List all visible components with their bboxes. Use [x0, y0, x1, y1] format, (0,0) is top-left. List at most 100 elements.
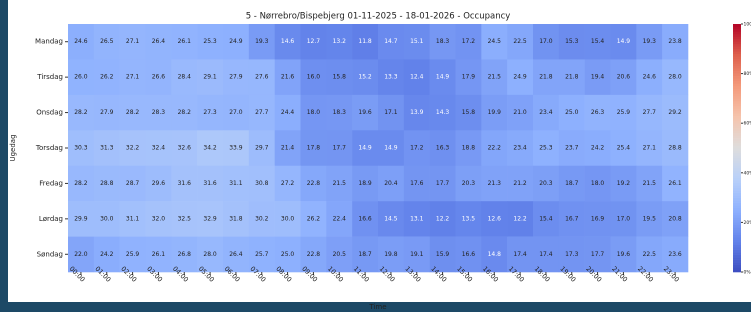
- colorbar-segment: [733, 255, 741, 258]
- cell-label: 28.2: [126, 109, 140, 116]
- cell-label: 27.0: [229, 109, 243, 116]
- colorbar-segment: [733, 237, 741, 240]
- cell-label: 14.9: [436, 74, 450, 81]
- cell-label: 19.3: [255, 38, 269, 45]
- cell-label: 32.0: [152, 215, 166, 222]
- colorbar-segment: [733, 190, 741, 193]
- colorbar-segment: [733, 250, 741, 253]
- colorbar-segment: [733, 103, 741, 106]
- cell-label: 30.3: [74, 145, 88, 152]
- colorbar-tick-label: 60%: [744, 121, 751, 127]
- colorbar-segment: [733, 227, 741, 230]
- colorbar-segment: [733, 198, 741, 201]
- cell-label: 25.9: [617, 109, 631, 116]
- cell-label: 30.0: [100, 215, 114, 222]
- colorbar-segment: [733, 128, 741, 131]
- colorbar-segment: [733, 188, 741, 191]
- colorbar-segment: [733, 51, 741, 54]
- cell-label: 19.3: [643, 38, 657, 45]
- colorbar-segment: [733, 26, 741, 29]
- colorbar-segment: [733, 193, 741, 196]
- cell-label: 23.4: [513, 145, 527, 152]
- x-axis-label: Time: [368, 303, 386, 311]
- cell-label: 14.9: [358, 145, 372, 152]
- colorbar-segment: [733, 41, 741, 44]
- colorbar-segment: [733, 108, 741, 111]
- colorbar-segment: [733, 98, 741, 101]
- colorbar-segment: [733, 242, 741, 245]
- cell-label: 12.7: [307, 38, 321, 45]
- colorbar-segment: [733, 230, 741, 233]
- colorbar-tick-label: 0%: [744, 270, 751, 276]
- colorbar-segment: [733, 195, 741, 198]
- cell-label: 17.7: [333, 145, 347, 152]
- cell-label: 30.2: [255, 215, 269, 222]
- cell-label: 25.0: [281, 251, 295, 258]
- cell-label: 24.6: [74, 38, 88, 45]
- colorbar-segment: [733, 260, 741, 263]
- cell-label: 28.0: [203, 251, 217, 258]
- cell-label: 16.7: [565, 215, 579, 222]
- cell-label: 29.7: [255, 145, 269, 152]
- cell-label: 26.1: [178, 38, 192, 45]
- colorbar-segment: [733, 64, 741, 67]
- cell-label: 17.6: [410, 180, 424, 187]
- cell-label: 14.3: [436, 109, 450, 116]
- colorbar-segment: [733, 203, 741, 206]
- colorbar-segment: [733, 158, 741, 161]
- cell-label: 28.2: [74, 109, 88, 116]
- cell-label: 13.5: [462, 215, 476, 222]
- colorbar-segment: [733, 88, 741, 91]
- colorbar-segment: [733, 131, 741, 134]
- cell-label: 17.4: [513, 251, 527, 258]
- y-tick-label: Fredag: [39, 179, 63, 187]
- cell-label: 21.6: [281, 74, 295, 81]
- cell-label: 17.1: [384, 109, 398, 116]
- cell-label: 19.9: [488, 109, 502, 116]
- cell-label: 15.1: [410, 38, 424, 45]
- cell-label: 20.4: [384, 180, 398, 187]
- colorbar-segment: [733, 116, 741, 119]
- colorbar-tick-label: 80%: [744, 71, 751, 77]
- colorbar-segment: [733, 183, 741, 186]
- colorbar-segment: [733, 170, 741, 173]
- colorbar-segment: [733, 240, 741, 243]
- colorbar-segment: [733, 163, 741, 166]
- cell-label: 15.2: [358, 74, 372, 81]
- cell-label: 21.8: [539, 74, 553, 81]
- cell-label: 17.8: [307, 145, 321, 152]
- colorbar-segment: [733, 138, 741, 141]
- cell-label: 19.5: [643, 215, 657, 222]
- y-tick-label: Mandag: [35, 38, 63, 46]
- colorbar-tick-label: 40%: [744, 170, 751, 176]
- cell-label: 24.9: [513, 74, 527, 81]
- colorbar-segment: [733, 185, 741, 188]
- y-tick-label: Torsdag: [35, 144, 63, 152]
- cell-label: 24.5: [488, 38, 502, 45]
- cell-label: 19.4: [591, 74, 605, 81]
- colorbar-segment: [733, 29, 741, 32]
- cell-label: 20.8: [668, 215, 682, 222]
- colorbar-segment: [733, 123, 741, 126]
- cell-label: 17.4: [539, 251, 553, 258]
- cell-label: 22.4: [333, 215, 347, 222]
- cell-label: 11.8: [358, 38, 372, 45]
- cell-label: 31.6: [203, 180, 217, 187]
- cell-label: 16.9: [591, 215, 605, 222]
- cell-label: 21.2: [513, 180, 527, 187]
- colorbar-segment: [733, 265, 741, 268]
- cell-label: 27.9: [100, 109, 114, 116]
- chart-title: 5 - Nørrebro/Bispebjerg 01-11-2025 - 18-…: [246, 12, 511, 22]
- colorbar-segment: [733, 235, 741, 238]
- cell-label: 18.8: [462, 145, 476, 152]
- colorbar-segment: [733, 212, 741, 215]
- colorbar-segment: [733, 180, 741, 183]
- cell-label: 19.6: [358, 109, 372, 116]
- cell-label: 28.8: [100, 180, 114, 187]
- cell-label: 28.0: [668, 74, 682, 81]
- colorbar-segment: [733, 210, 741, 213]
- cell-label: 32.5: [178, 215, 192, 222]
- colorbar-segment: [733, 200, 741, 203]
- colorbar-segment: [733, 91, 741, 94]
- cell-label: 13.9: [410, 109, 424, 116]
